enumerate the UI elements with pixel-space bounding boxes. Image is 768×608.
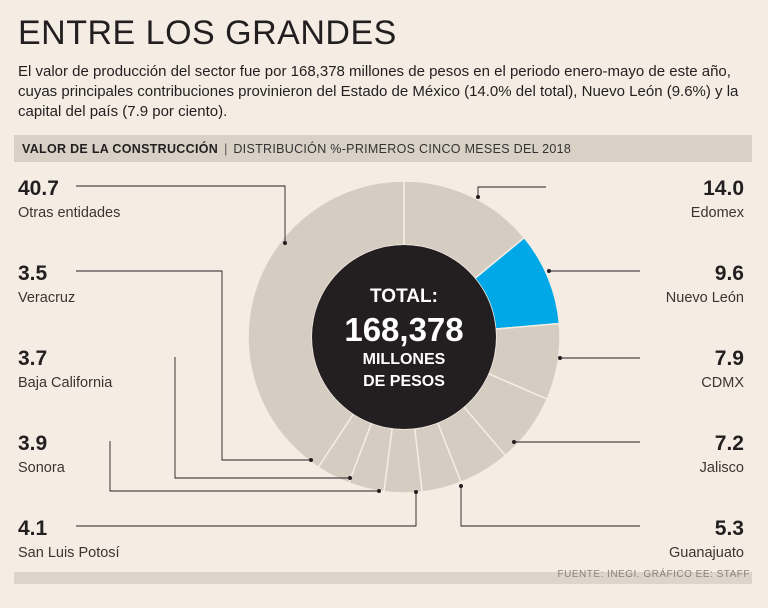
value-label-cdmx: 7.9: [715, 347, 744, 370]
chart-header-subtitle: DISTRIBUCIÓN %-PRIMEROS CINCO MESES DEL …: [233, 141, 572, 156]
value-label-edomex: 14.0: [703, 177, 744, 200]
leader-dot-edomex: [476, 195, 480, 199]
slices-layer: [247, 180, 561, 494]
category-label-veracruz: Veracruz: [18, 290, 75, 306]
leader-line-edomex: [477, 186, 546, 197]
value-label-nuevo-leon: 9.6: [715, 262, 744, 285]
category-label-sonora: Sonora: [18, 460, 66, 476]
category-label-jalisco: Jalisco: [700, 460, 744, 476]
center-line-1: TOTAL:: [370, 286, 438, 307]
leader-line-san-luis-potosi: [76, 492, 417, 527]
leader-dot-guanajuato: [459, 484, 463, 488]
leader-dot-sonora: [377, 489, 381, 493]
value-label-jalisco: 7.2: [715, 432, 744, 455]
category-label-nuevo-leon: Nuevo León: [666, 290, 744, 306]
leader-dot-san-luis-potosi: [414, 490, 418, 494]
value-label-otras-entidades: 40.7: [18, 177, 59, 200]
leader-line-baja-california: [174, 357, 350, 479]
category-label-baja-california: Baja California: [18, 375, 113, 391]
value-label-baja-california: 3.7: [18, 347, 47, 370]
chart-header-bar: VALOR DE LA CONSTRUCCIÓN | DISTRIBUCIÓN …: [14, 135, 752, 162]
leader-line-guanajuato: [460, 486, 640, 527]
value-label-san-luis-potosi: 4.1: [18, 517, 48, 540]
chart-header-separator: |: [224, 141, 228, 156]
category-label-cdmx: CDMX: [701, 375, 744, 391]
category-label-san-luis-potosi: San Luis Potosí: [18, 545, 120, 561]
chart-header-title: VALOR DE LA CONSTRUCCIÓN: [22, 141, 219, 156]
source-note: FUENTE: INEGI. GRÁFICO EE: STAFF: [557, 569, 750, 580]
leader-line-veracruz: [76, 270, 311, 461]
category-label-edomex: Edomex: [691, 205, 745, 221]
center-line-4: DE PESOS: [363, 373, 445, 390]
leader-dot-veracruz: [309, 458, 313, 462]
value-label-guanajuato: 5.3: [715, 517, 744, 540]
page-title: ENTRE LOS GRANDES: [18, 14, 397, 52]
leader-line-otras-entidades: [76, 185, 286, 243]
category-label-guanajuato: Guanajuato: [669, 545, 744, 561]
category-label-otras-entidades: Otras entidades: [18, 205, 120, 221]
value-label-sonora: 3.9: [18, 432, 47, 455]
center-disc: [312, 245, 496, 429]
leader-dot-jalisco: [512, 440, 516, 444]
leaders-layer: [76, 185, 640, 527]
labels-layer: 14.0 Edomex 9.6 Nuevo León 7.9 CDMX 7.2 Jalisco…: [18, 177, 745, 561]
value-label-veracruz: 3.5: [18, 262, 48, 285]
leader-dot-cdmx: [558, 356, 562, 360]
leader-dot-baja-california: [348, 476, 352, 480]
leader-line-sonora: [109, 441, 379, 492]
center-line-3: MILLONES: [363, 351, 446, 368]
leader-dot-nuevo-leon: [547, 269, 551, 273]
footer-bar: [14, 572, 752, 584]
intro-paragraph: El valor de producción del sector fue po…: [18, 63, 739, 120]
leader-dot-otras-entidades: [283, 241, 287, 245]
center-line-2: 168,378: [344, 311, 463, 348]
